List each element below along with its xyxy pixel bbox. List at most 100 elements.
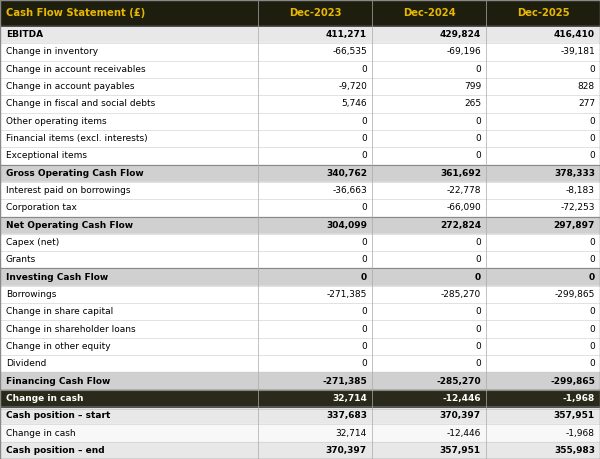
Bar <box>0 0 600 26</box>
Text: -36,663: -36,663 <box>332 186 367 195</box>
Text: 0: 0 <box>475 359 481 368</box>
Text: -69,196: -69,196 <box>446 47 481 56</box>
Text: 0: 0 <box>361 342 367 351</box>
Text: 0: 0 <box>361 65 367 74</box>
Text: Dec-2024: Dec-2024 <box>403 8 455 18</box>
Text: -271,385: -271,385 <box>322 376 367 386</box>
Text: Change in fiscal and social debts: Change in fiscal and social debts <box>6 100 155 108</box>
Text: 828: 828 <box>578 82 595 91</box>
Text: Investing Cash Flow: Investing Cash Flow <box>6 273 108 282</box>
Bar <box>0 425 600 442</box>
Text: 357,951: 357,951 <box>554 411 595 420</box>
Text: 0: 0 <box>475 238 481 247</box>
Text: 0: 0 <box>361 359 367 368</box>
Text: 337,683: 337,683 <box>326 411 367 420</box>
Text: Interest paid on borrowings: Interest paid on borrowings <box>6 186 131 195</box>
Text: 0: 0 <box>589 238 595 247</box>
Text: 370,397: 370,397 <box>326 446 367 455</box>
Text: Gross Operating Cash Flow: Gross Operating Cash Flow <box>6 169 144 178</box>
Text: 0: 0 <box>361 151 367 160</box>
Text: Other operating items: Other operating items <box>6 117 107 126</box>
Bar <box>0 442 600 459</box>
Text: Change in account receivables: Change in account receivables <box>6 65 146 74</box>
Text: 0: 0 <box>589 273 595 282</box>
Text: Net Operating Cash Flow: Net Operating Cash Flow <box>6 221 133 230</box>
Text: 0: 0 <box>475 255 481 264</box>
Text: -12,446: -12,446 <box>446 429 481 437</box>
Text: 378,333: 378,333 <box>554 169 595 178</box>
Text: -8,183: -8,183 <box>566 186 595 195</box>
Text: 0: 0 <box>361 238 367 247</box>
Text: 340,762: 340,762 <box>326 169 367 178</box>
Bar <box>0 338 600 355</box>
Text: 0: 0 <box>589 307 595 316</box>
Text: 0: 0 <box>475 65 481 74</box>
Text: 0: 0 <box>589 134 595 143</box>
Bar <box>0 78 600 95</box>
Bar <box>0 112 600 130</box>
Text: 0: 0 <box>589 255 595 264</box>
Bar <box>0 286 600 303</box>
Text: 0: 0 <box>589 151 595 160</box>
Text: Change in account payables: Change in account payables <box>6 82 134 91</box>
Text: 0: 0 <box>589 342 595 351</box>
Text: -12,446: -12,446 <box>442 394 481 403</box>
Bar <box>0 251 600 269</box>
Text: 0: 0 <box>475 307 481 316</box>
Text: 416,410: 416,410 <box>554 30 595 39</box>
Text: 411,271: 411,271 <box>326 30 367 39</box>
Text: 32,714: 32,714 <box>332 394 367 403</box>
Text: Change in shareholder loans: Change in shareholder loans <box>6 325 136 334</box>
Bar <box>0 130 600 147</box>
Text: 5,746: 5,746 <box>341 100 367 108</box>
Text: Exceptional items: Exceptional items <box>6 151 87 160</box>
Text: Financing Cash Flow: Financing Cash Flow <box>6 376 110 386</box>
Bar <box>0 26 600 43</box>
Text: -22,778: -22,778 <box>446 186 481 195</box>
Text: Cash position – end: Cash position – end <box>6 446 104 455</box>
Text: Grants: Grants <box>6 255 36 264</box>
Text: -66,535: -66,535 <box>332 47 367 56</box>
Text: Financial items (excl. interests): Financial items (excl. interests) <box>6 134 148 143</box>
Text: -285,270: -285,270 <box>441 290 481 299</box>
Bar <box>0 43 600 61</box>
Bar <box>0 269 600 286</box>
Text: 0: 0 <box>475 273 481 282</box>
Text: 0: 0 <box>475 342 481 351</box>
Text: -39,181: -39,181 <box>560 47 595 56</box>
Text: -72,253: -72,253 <box>560 203 595 213</box>
Text: 799: 799 <box>464 82 481 91</box>
Text: 0: 0 <box>361 325 367 334</box>
Text: 297,897: 297,897 <box>554 221 595 230</box>
Text: 0: 0 <box>475 117 481 126</box>
Bar <box>0 95 600 112</box>
Text: 0: 0 <box>361 255 367 264</box>
Text: Dec-2025: Dec-2025 <box>517 8 569 18</box>
Text: Cash position – start: Cash position – start <box>6 411 110 420</box>
Text: 272,824: 272,824 <box>440 221 481 230</box>
Text: 0: 0 <box>589 359 595 368</box>
Bar <box>0 320 600 338</box>
Text: Change in inventory: Change in inventory <box>6 47 98 56</box>
Text: 0: 0 <box>361 203 367 213</box>
Text: -9,720: -9,720 <box>338 82 367 91</box>
Bar <box>0 199 600 217</box>
Text: 0: 0 <box>589 65 595 74</box>
Text: 0: 0 <box>475 325 481 334</box>
Text: -1,968: -1,968 <box>566 429 595 437</box>
Text: 355,983: 355,983 <box>554 446 595 455</box>
Text: -285,270: -285,270 <box>436 376 481 386</box>
Text: Dividend: Dividend <box>6 359 46 368</box>
Text: 0: 0 <box>475 134 481 143</box>
Text: 0: 0 <box>361 134 367 143</box>
Text: 0: 0 <box>475 151 481 160</box>
Bar <box>0 372 600 390</box>
Text: 32,714: 32,714 <box>336 429 367 437</box>
Text: 277: 277 <box>578 100 595 108</box>
Bar <box>0 390 600 407</box>
Bar <box>0 303 600 320</box>
Text: -299,865: -299,865 <box>550 376 595 386</box>
Bar <box>0 61 600 78</box>
Text: Cash Flow Statement (£): Cash Flow Statement (£) <box>6 8 145 18</box>
Bar <box>0 217 600 234</box>
